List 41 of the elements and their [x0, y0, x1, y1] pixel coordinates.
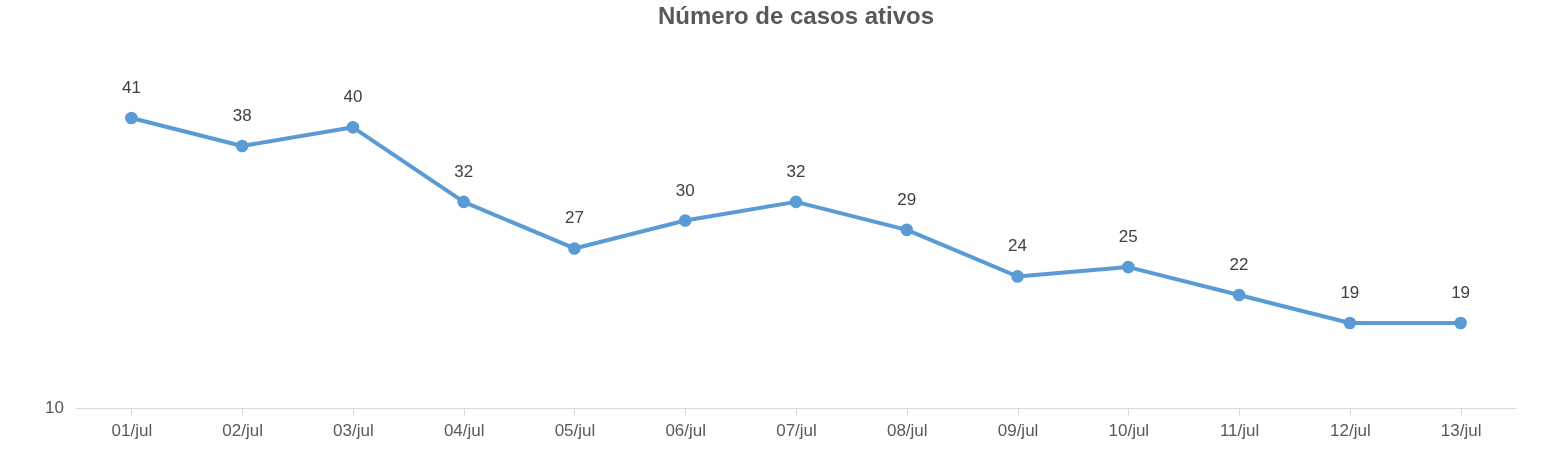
point: [789, 195, 803, 209]
point: [125, 111, 138, 125]
point: [235, 139, 249, 153]
point: [568, 242, 581, 255]
x-tick-label: 01/jul: [111, 420, 153, 440]
data-label: 41: [121, 78, 141, 97]
data-label: 19: [1451, 283, 1471, 302]
data-label: 27: [565, 208, 584, 228]
data-label: 22: [1229, 255, 1249, 275]
data-label: 30: [675, 180, 695, 200]
x-tick-label: 05/jul: [554, 420, 596, 440]
point: [1343, 316, 1357, 330]
x-tick-label: 02/jul: [222, 420, 263, 440]
x-tick-label: 12/jul: [1330, 420, 1371, 440]
point: [1121, 260, 1135, 274]
x-tick-label: 10/jul: [1108, 420, 1150, 440]
x-tick-label: 11/jul: [1219, 420, 1260, 440]
point: [678, 214, 692, 227]
data-label: 40: [343, 87, 363, 107]
x-tick-label: 04/jul: [443, 420, 485, 440]
point: [346, 121, 360, 134]
data-label: 25: [1118, 227, 1138, 247]
x-tick-label: 03/jul: [333, 420, 374, 440]
text: 10: [45, 398, 64, 417]
data-label: 32: [786, 161, 806, 181]
chart-title: Número de casos ativos: [657, 2, 935, 29]
point: [900, 223, 914, 237]
x-tick-label: 13/jul: [1440, 420, 1482, 440]
x-tick-label: 08/jul: [886, 420, 928, 440]
x-tick-label: 07/jul: [776, 420, 817, 440]
point: [1011, 270, 1024, 283]
point: [1232, 288, 1246, 302]
data-label: 32: [454, 161, 474, 181]
data-label: 29: [897, 189, 917, 209]
x-tick-label: 06/jul: [665, 420, 707, 440]
x-tick-label: 09/jul: [997, 420, 1039, 440]
data-label: 24: [1008, 236, 1027, 256]
data-label: 19: [1340, 283, 1360, 302]
point: [457, 195, 471, 209]
point: [1454, 316, 1467, 330]
data-label: 38: [232, 105, 252, 125]
